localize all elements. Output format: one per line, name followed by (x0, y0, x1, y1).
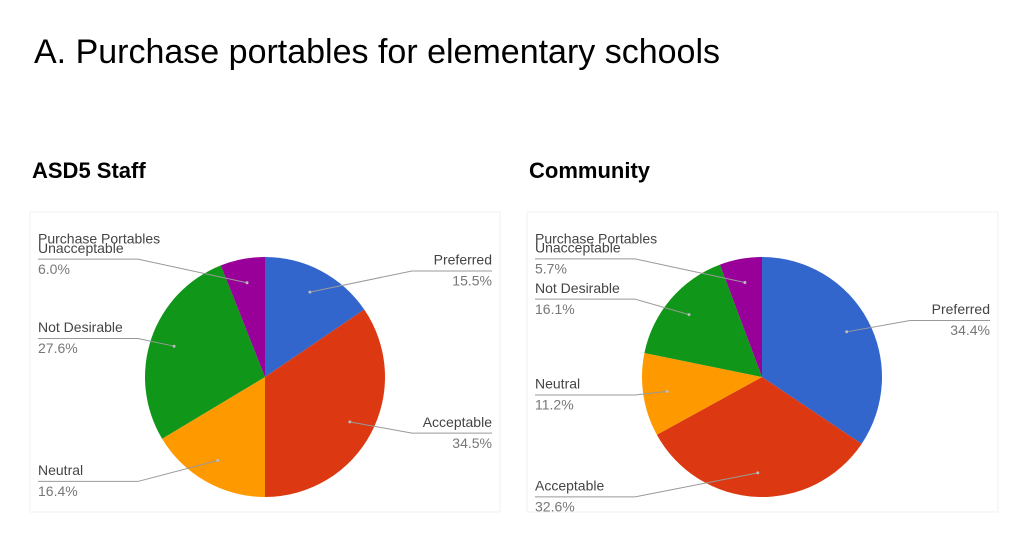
leader-line (38, 460, 218, 482)
chart-heading: Community (529, 158, 651, 183)
slice-label: Unacceptable (535, 240, 621, 256)
slice-label: Neutral (38, 462, 83, 478)
chart-title: Purchase Portables (38, 231, 160, 247)
chart-title: Purchase Portables (535, 231, 657, 247)
pie-slice (162, 377, 265, 497)
leader-dot (756, 471, 760, 475)
slice-value-label: 11.2% (535, 397, 574, 413)
chart-heading: ASD5 Staff (32, 158, 146, 183)
leader-line (535, 258, 746, 284)
leader-dot (348, 420, 352, 424)
leader-dot (687, 313, 691, 317)
leader-line (535, 390, 668, 396)
slice-value-label: 32.6% (535, 499, 575, 515)
slice-value-label: 27.6% (38, 340, 78, 356)
slice-label: Preferred (932, 301, 990, 317)
slice-label: Not Desirable (38, 319, 123, 335)
slice-value-label: 16.1% (535, 301, 575, 317)
slice-label: Acceptable (423, 414, 492, 430)
leader-dot (172, 344, 176, 348)
leader-dot (743, 281, 747, 285)
leader-line (38, 337, 175, 347)
leader-dot (245, 281, 249, 285)
slice-label: Not Desirable (535, 280, 620, 296)
slice-value-label: 34.4% (950, 322, 990, 338)
slice-value-label: 15.5% (452, 273, 492, 289)
slice-value-label: 34.5% (452, 435, 492, 451)
slide-title: A. Purchase portables for elementary sch… (34, 33, 720, 71)
pie-slice (265, 257, 365, 377)
leader-line (535, 472, 758, 498)
leader-line (38, 258, 248, 284)
leader-line (309, 270, 492, 293)
slice-value-label: 6.0% (38, 261, 70, 277)
pie-slice (719, 257, 762, 377)
slice-value-label: 16.4% (38, 483, 78, 499)
pie-slice (144, 265, 265, 439)
pie-slice (644, 264, 762, 377)
leader-dot (216, 459, 220, 463)
slice-label: Acceptable (535, 478, 604, 494)
slice-label: Unacceptable (38, 240, 124, 256)
slice-value-label: 5.7% (535, 261, 567, 277)
pie-slice (220, 257, 265, 377)
leader-dot (308, 290, 312, 294)
pie-slice (762, 257, 883, 444)
leader-line (535, 298, 690, 316)
leader-dot (845, 330, 849, 334)
leader-line (846, 320, 990, 333)
leader-dot (665, 389, 669, 393)
pie-slice (656, 377, 862, 497)
leader-line (349, 421, 492, 434)
pie-slice (642, 353, 762, 435)
slice-label: Neutral (535, 376, 580, 392)
pie-slice (265, 309, 386, 497)
slice-label: Preferred (434, 252, 492, 268)
